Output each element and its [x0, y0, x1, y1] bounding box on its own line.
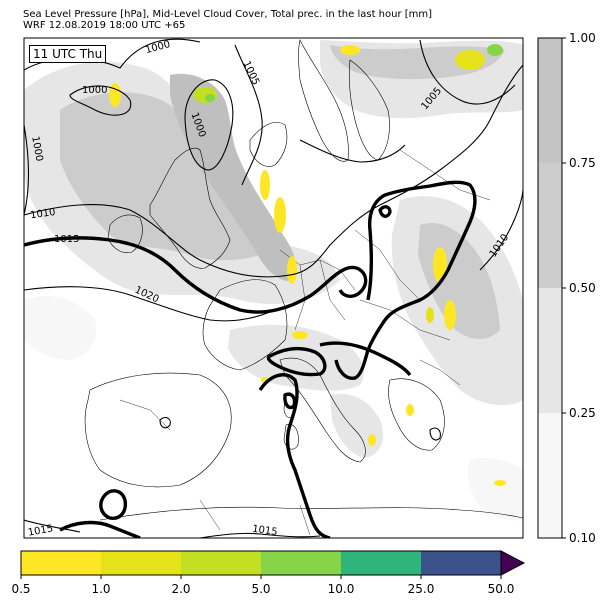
chart-title: Sea Level Pressure [hPa], Mid-Level Clou…	[23, 9, 433, 20]
precip-colorbar-tick-label: 5.0	[251, 582, 271, 596]
isobar-1015-small-north	[378, 205, 392, 218]
north-africa-coast	[99, 506, 523, 521]
precip-cell-2	[205, 94, 215, 102]
cloud-colorbar-segment	[538, 163, 562, 288]
precip-colorbar-segment	[101, 551, 181, 575]
cloud-cover-colorbar	[537, 37, 566, 539]
isobar-label-1015-b: 1015	[27, 523, 54, 538]
precip-cell-3	[260, 170, 270, 200]
cloud-colorbar-segment	[538, 413, 562, 538]
cloud-colorbar-segment	[538, 288, 562, 413]
isobar-label-1000-b: 1000	[82, 85, 107, 96]
precip-cell-13	[406, 404, 414, 416]
isobar-small-1	[159, 416, 171, 429]
cloud-area-alps	[228, 324, 364, 391]
isobar-1015-tyrrhenian	[258, 373, 331, 538]
cloud-colorbar-tick-label: 0.50	[569, 281, 596, 295]
precip-colorbar-tick-label: 25.0	[407, 582, 435, 596]
isobar-1015-east-loop	[334, 180, 477, 380]
isobar-1015-corsica	[283, 392, 297, 410]
chart-subtitle: WRF 12.08.2019 18:00 UTC +65	[23, 20, 186, 31]
cloud-colorbar-tick-label: 1.00	[569, 31, 596, 45]
isobar-1015-south-west	[59, 520, 141, 538]
precip-colorbar-segment	[341, 551, 421, 575]
map-frame	[23, 37, 524, 539]
isobar-1015-sw	[24, 519, 81, 533]
precip-cell-5	[287, 256, 297, 284]
isobar-1015-main	[24, 236, 368, 314]
isobar-label-1015-c: 1015	[251, 524, 278, 538]
isobar-1015-alps	[266, 346, 327, 377]
isobar-1015-atlas	[99, 489, 128, 520]
france-coast	[202, 279, 288, 371]
border-layer	[119, 149, 491, 536]
precip-cell-10	[444, 300, 456, 330]
cloud-area-atlantic-dense	[60, 92, 280, 261]
isobar-1000-atlantic	[69, 85, 132, 116]
precip-cell-4	[274, 197, 286, 233]
isobar-1005-north-sea	[234, 44, 263, 186]
cloud-area-biscay	[24, 296, 97, 360]
border-5	[359, 299, 451, 341]
border-3	[319, 259, 346, 321]
isobar-1015-adriatic	[319, 341, 412, 377]
isobar-1010-west	[24, 204, 381, 278]
ireland-coast	[107, 214, 143, 253]
isobar-label-1015-a: 1015	[54, 234, 79, 245]
border-8	[119, 399, 171, 431]
border-7	[419, 359, 461, 386]
valid-time-label: 11 UTC Thu	[29, 45, 107, 63]
cloud-colorbar-tick-label: 0.75	[569, 156, 596, 170]
norway-coast	[298, 39, 349, 162]
precip-cell-12	[292, 331, 308, 339]
precipitation-layer	[109, 44, 506, 486]
precip-colorbar-segment	[261, 551, 341, 575]
sardinia-coast	[283, 424, 299, 450]
precip-colorbar-segment	[421, 551, 501, 575]
isobar-small-2	[429, 427, 441, 441]
precip-colorbar-tick-label: 10.0	[327, 582, 355, 596]
isobar-1015-south	[199, 532, 321, 538]
isobar-label-1000-d: 1000	[29, 135, 44, 162]
precip-colorbar-extend	[500, 550, 526, 576]
isobar-1000-west	[24, 124, 30, 216]
precip-cell-6	[340, 45, 360, 55]
cloud-area-southeast	[467, 458, 523, 521]
precip-colorbar-tick-label: 50.0	[487, 582, 515, 596]
precip-cell-16	[109, 83, 121, 107]
precip-cell-17	[494, 480, 506, 486]
isobar-1000-low	[184, 79, 234, 171]
precip-cell-7	[455, 50, 485, 70]
precip-colorbar-tick-label: 2.0	[171, 582, 191, 596]
precip-cell-9	[433, 247, 447, 283]
border-9	[199, 499, 221, 531]
precip-colorbar-segment	[181, 551, 261, 575]
precip-colorbar-segment	[21, 551, 101, 575]
precipitation-colorbar	[20, 550, 526, 579]
isobar-baltic	[299, 139, 406, 163]
isobar-1020	[24, 286, 271, 322]
balkans-coast	[388, 378, 445, 451]
precip-cell-11	[426, 307, 434, 323]
border-10	[299, 504, 311, 536]
denmark-coast	[249, 121, 288, 167]
precip-colorbar-tick-label: 0.5	[11, 582, 31, 596]
cloud-colorbar-tick-label: 0.10	[569, 531, 596, 545]
border-4	[354, 229, 421, 301]
great-britain-coast	[149, 147, 231, 269]
cloud-colorbar-segment	[538, 38, 562, 163]
cloud-band-north-sea	[170, 73, 297, 281]
precip-cell-8	[487, 44, 503, 56]
isobar-1015-bold-layer	[24, 180, 477, 538]
isobar-1010-east	[479, 189, 523, 271]
precip-cell-14	[368, 434, 376, 446]
isobar-label-1010-a: 1010	[30, 207, 57, 221]
precip-colorbar-tick-label: 1.0	[91, 582, 111, 596]
isobar-1005-northeast	[419, 39, 516, 105]
cloud-colorbar-tick-label: 0.25	[569, 406, 596, 420]
